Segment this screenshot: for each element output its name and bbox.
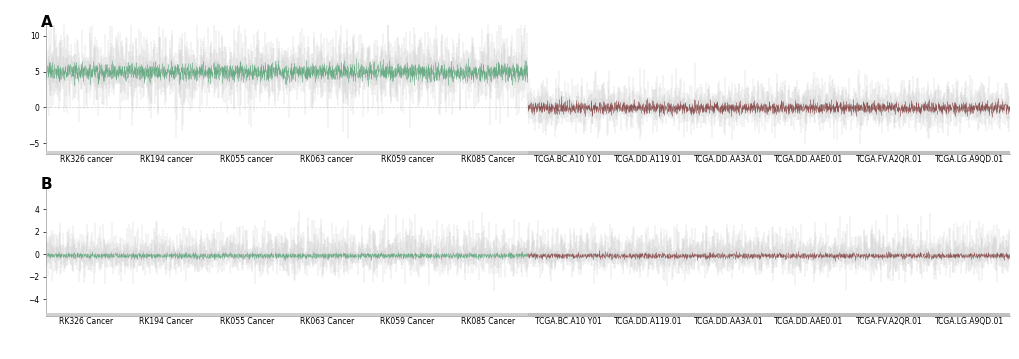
Text: A: A [41, 15, 53, 30]
Bar [46, 313, 528, 316]
Bar [46, 151, 528, 154]
Bar [528, 313, 1009, 316]
Bar [528, 151, 1009, 154]
Text: B: B [41, 177, 53, 192]
